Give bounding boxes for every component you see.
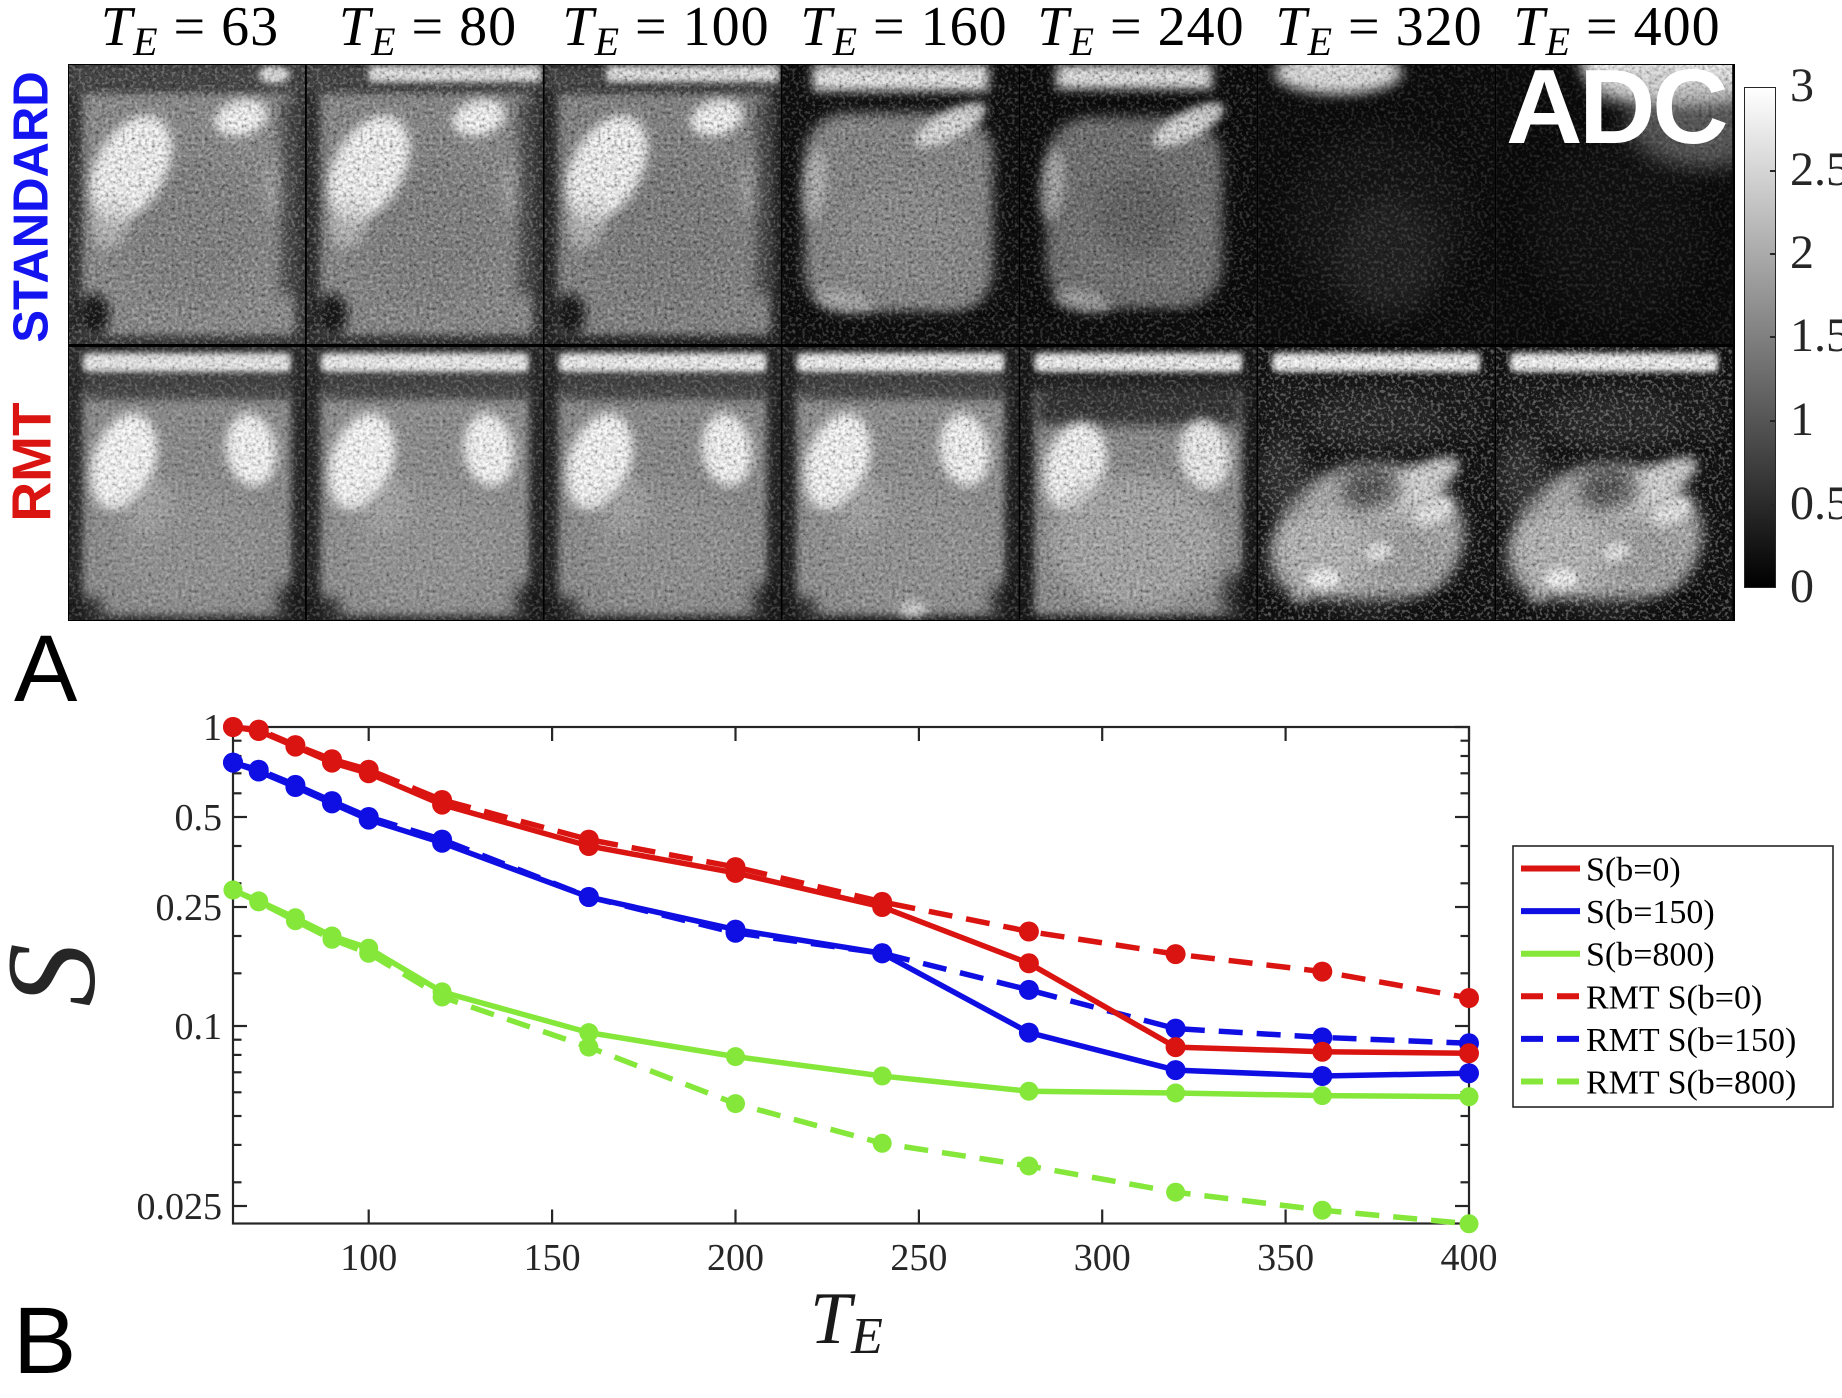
svg-text:S(b=150): S(b=150) <box>1586 894 1715 931</box>
svg-text:S: S <box>0 943 122 1007</box>
svg-text:S(b=0): S(b=0) <box>1586 852 1681 889</box>
svg-text:0.025: 0.025 <box>137 1186 223 1228</box>
svg-text:0.1: 0.1 <box>175 1006 223 1048</box>
svg-text:300: 300 <box>1074 1237 1131 1279</box>
svg-text:100: 100 <box>340 1237 397 1279</box>
svg-text:TE: TE <box>810 1278 883 1365</box>
svg-text:S(b=800): S(b=800) <box>1586 937 1715 974</box>
svg-text:RMT S(b=0): RMT S(b=0) <box>1586 979 1762 1016</box>
svg-text:150: 150 <box>524 1237 581 1279</box>
svg-text:0.5: 0.5 <box>175 797 223 839</box>
svg-text:0.25: 0.25 <box>156 887 223 929</box>
svg-text:200: 200 <box>707 1237 764 1279</box>
svg-text:RMT S(b=150): RMT S(b=150) <box>1586 1022 1796 1059</box>
svg-text:1: 1 <box>203 707 222 749</box>
svg-text:RMT S(b=800): RMT S(b=800) <box>1586 1065 1796 1102</box>
svg-text:400: 400 <box>1441 1237 1498 1279</box>
svg-text:250: 250 <box>890 1237 947 1279</box>
svg-text:350: 350 <box>1257 1237 1314 1279</box>
